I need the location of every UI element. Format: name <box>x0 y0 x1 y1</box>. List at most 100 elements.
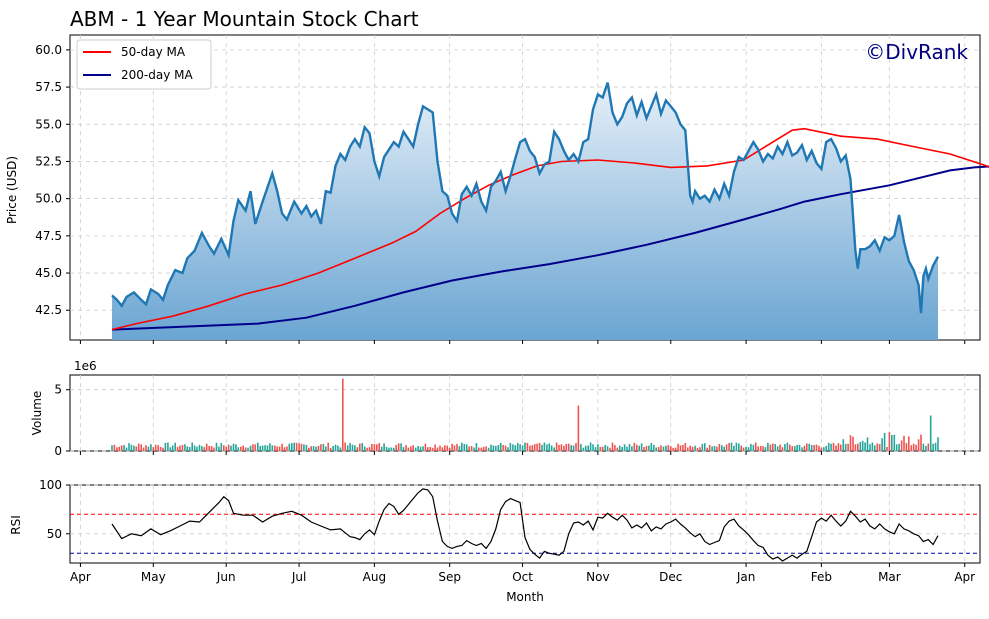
volume-bar <box>869 444 871 451</box>
volume-bar <box>349 443 351 451</box>
volume-bar <box>752 444 755 451</box>
volume-bar <box>388 447 390 451</box>
volume-bar <box>502 445 504 451</box>
volume-bar <box>128 443 130 451</box>
volume-bar <box>497 445 500 451</box>
volume-bar <box>801 447 803 451</box>
volume-bar <box>878 444 881 451</box>
x-tick-label: Oct <box>512 570 533 584</box>
volume-bar <box>191 442 193 451</box>
volume-bar <box>803 445 806 451</box>
x-axis-label: Month <box>506 590 544 604</box>
volume-bar <box>281 443 283 451</box>
volume-bar <box>721 445 723 451</box>
x-tick-label: Nov <box>586 570 609 584</box>
volume-bar <box>179 445 181 451</box>
volume-bar <box>728 443 730 451</box>
volume-bar <box>137 443 140 451</box>
volume-bar <box>861 440 864 451</box>
volume-bar <box>740 445 742 451</box>
volume-bar <box>363 446 366 451</box>
volume-bar <box>594 447 597 451</box>
volume-bar <box>650 443 653 451</box>
volume-bar <box>478 447 480 451</box>
volume-bar <box>346 445 349 451</box>
legend: 50-day MA 200-day MA <box>76 39 212 90</box>
volume-bar <box>823 447 825 451</box>
volume-bar <box>747 447 750 451</box>
volume-bar <box>429 447 432 451</box>
volume-bar <box>536 443 538 451</box>
volume-bar <box>325 446 327 451</box>
volume-bar <box>781 447 784 451</box>
volume-bar <box>227 444 230 451</box>
volume-bar <box>757 446 759 451</box>
volume-bar <box>871 442 874 451</box>
volume-bar <box>448 447 451 451</box>
volume-bar <box>713 446 716 451</box>
volume-bar <box>509 443 512 451</box>
volume-bar <box>636 444 638 451</box>
volume-bar <box>366 447 368 451</box>
volume-bar <box>898 443 900 451</box>
volume-bar <box>198 444 201 451</box>
volume-bar <box>427 447 429 451</box>
volume-bar <box>261 445 264 451</box>
volume-bar <box>830 443 832 451</box>
volume-bar <box>300 443 303 451</box>
volume-bar <box>295 442 298 451</box>
volume-bar <box>456 443 458 451</box>
volume-bar <box>929 415 932 451</box>
volume-bar <box>232 443 235 451</box>
volume-bar <box>895 444 898 451</box>
volume-bar <box>291 443 293 451</box>
volume-bar <box>604 445 606 451</box>
volume-bar <box>380 446 383 451</box>
volume-bar <box>271 445 274 451</box>
volume-bar <box>215 442 218 451</box>
price-y-ticks: 42.5 45.0 47.5 50.0 52.5 55.0 57.5 60.0 <box>35 43 966 344</box>
price-line <box>111 82 940 314</box>
volume-bar <box>203 447 206 451</box>
volume-bar <box>689 445 691 451</box>
volume-bar <box>716 446 718 451</box>
volume-bar <box>395 445 397 451</box>
volume-bar <box>655 447 657 451</box>
volume-bar <box>461 442 463 451</box>
volume-bar <box>859 441 862 451</box>
volume-bar <box>529 445 531 451</box>
volume-bar <box>691 446 694 451</box>
volume-bar <box>723 446 725 451</box>
volume-bar <box>934 442 937 451</box>
volume-bar <box>849 435 852 451</box>
volume-bar <box>687 447 689 451</box>
volume-bar <box>818 445 820 451</box>
volume-bar <box>174 442 176 451</box>
volume-bar <box>332 446 334 451</box>
volume-bar <box>259 446 261 451</box>
volume-bar <box>925 445 927 451</box>
volume-bar <box>725 444 728 451</box>
volume-bar <box>327 442 329 451</box>
volume-bar <box>648 445 650 451</box>
volume-bar <box>278 446 281 451</box>
price-y-tick-label: 47.5 <box>35 229 62 243</box>
volume-bar <box>643 447 645 451</box>
volume-bar <box>276 446 278 451</box>
volume-bar <box>762 446 764 451</box>
volume-bar <box>704 443 706 451</box>
volume-bar <box>354 445 356 451</box>
volume-bar <box>900 440 903 451</box>
volume-bar <box>793 446 796 451</box>
volume-bar <box>910 445 913 451</box>
volume-bar <box>682 444 684 451</box>
volume-bar <box>606 446 609 451</box>
volume-panel: 05 1e6 Volume <box>30 359 981 458</box>
volume-bar <box>514 445 517 451</box>
volume-bar <box>385 447 388 451</box>
volume-bar <box>171 445 174 451</box>
volume-bar <box>468 446 470 451</box>
volume-bar <box>283 447 286 451</box>
volume-bar <box>512 444 514 451</box>
volume-bar <box>631 446 633 451</box>
